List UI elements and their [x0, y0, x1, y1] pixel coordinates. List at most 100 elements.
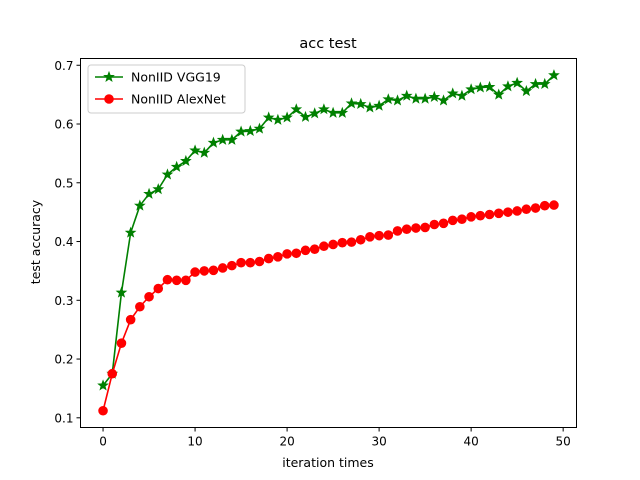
data-point-noniid-vgg19 — [318, 103, 330, 115]
series-line-noniid-vgg19 — [102, 74, 555, 386]
data-point-noniid-vgg19 — [262, 111, 275, 123]
data-point-noniid-alexnet — [291, 248, 302, 259]
data-point-noniid-vgg19 — [207, 136, 220, 148]
legend-marker-noniid-vgg19 — [103, 70, 115, 82]
data-point-noniid-vgg19 — [511, 76, 523, 88]
y-tick-label: 0.6 — [54, 118, 73, 132]
data-point-noniid-alexnet — [263, 253, 274, 264]
data-point-noniid-alexnet — [107, 368, 118, 379]
data-point-noniid-alexnet — [254, 256, 265, 267]
data-point-noniid-vgg19 — [410, 92, 422, 104]
data-point-noniid-vgg19 — [456, 89, 468, 101]
y-axis: 0.1 0.2 0.3 0.4 0.5 0.6 0.7 — [54, 59, 81, 425]
data-point-noniid-alexnet — [447, 215, 458, 226]
x-axis-label: iteration times — [282, 455, 374, 470]
x-axis: 0 10 20 30 40 50 — [99, 427, 571, 449]
data-point-noniid-alexnet — [245, 257, 256, 268]
y-tick-label: 0.2 — [54, 353, 73, 367]
data-point-noniid-vgg19 — [446, 87, 459, 99]
data-point-noniid-alexnet — [300, 245, 311, 256]
data-point-noniid-vgg19 — [354, 97, 367, 110]
data-point-noniid-alexnet — [337, 237, 348, 248]
data-point-noniid-alexnet — [125, 314, 136, 325]
data-point-noniid-vgg19 — [400, 89, 413, 101]
data-point-noniid-vgg19 — [97, 379, 109, 391]
data-point-noniid-vgg19 — [391, 94, 404, 106]
data-point-noniid-alexnet — [539, 200, 550, 211]
data-point-noniid-alexnet — [227, 260, 237, 271]
legend: NonIID VGG19 NonIID AlexNet — [87, 64, 246, 114]
data-point-noniid-vgg19 — [419, 92, 431, 104]
data-point-noniid-alexnet — [365, 232, 375, 242]
x-tick-label: 0 — [99, 435, 107, 449]
data-point-noniid-vgg19 — [244, 124, 257, 137]
data-point-noniid-vgg19 — [134, 199, 146, 211]
data-point-noniid-alexnet — [208, 265, 219, 276]
data-point-noniid-alexnet — [493, 208, 504, 219]
data-point-noniid-alexnet — [236, 257, 246, 268]
data-point-noniid-alexnet — [549, 200, 559, 210]
data-point-noniid-alexnet — [217, 263, 228, 273]
series-noniid-vgg19 — [97, 69, 560, 391]
y-tick-label: 0.3 — [54, 294, 73, 308]
data-point-noniid-alexnet — [171, 275, 182, 286]
data-point-noniid-alexnet — [153, 283, 164, 294]
data-point-noniid-alexnet — [374, 230, 384, 241]
data-point-noniid-alexnet — [190, 267, 200, 277]
data-point-noniid-vgg19 — [216, 133, 229, 145]
legend-label-noniid-vgg19: NonIID VGG19 — [131, 70, 221, 85]
data-point-noniid-alexnet — [475, 210, 486, 221]
data-point-noniid-alexnet — [116, 338, 127, 348]
data-point-noniid-vgg19 — [327, 106, 339, 118]
x-tick-label: 30 — [371, 435, 386, 449]
data-point-noniid-vgg19 — [483, 80, 496, 92]
y-tick-label: 0.5 — [54, 176, 73, 190]
chart-title: acc test — [299, 36, 357, 52]
data-point-noniid-alexnet — [319, 241, 329, 252]
data-point-noniid-alexnet — [466, 212, 476, 222]
data-point-noniid-vgg19 — [529, 77, 542, 90]
data-point-noniid-vgg19 — [299, 110, 312, 122]
series-layer — [97, 69, 560, 416]
data-point-noniid-alexnet — [199, 266, 210, 276]
data-point-noniid-alexnet — [420, 222, 430, 233]
data-point-noniid-vgg19 — [235, 125, 247, 137]
data-point-noniid-vgg19 — [474, 81, 487, 93]
series-line-noniid-alexnet — [102, 204, 555, 411]
data-point-noniid-alexnet — [181, 275, 191, 286]
data-point-noniid-alexnet — [521, 204, 532, 215]
data-point-noniid-alexnet — [144, 291, 154, 302]
data-point-noniid-vgg19 — [272, 113, 284, 125]
data-point-noniid-alexnet — [401, 224, 412, 234]
data-point-noniid-alexnet — [273, 252, 283, 262]
data-point-noniid-vgg19 — [538, 77, 551, 90]
legend-marker-noniid-alexnet — [104, 94, 114, 104]
data-point-noniid-alexnet — [512, 206, 522, 216]
data-point-noniid-alexnet — [346, 237, 357, 247]
legend-label-noniid-alexnet: NonIID AlexNet — [131, 92, 226, 107]
data-point-noniid-alexnet — [328, 239, 338, 250]
y-tick-label: 0.7 — [54, 59, 73, 73]
data-point-noniid-vgg19 — [253, 122, 266, 134]
x-tick-label: 50 — [556, 435, 571, 449]
data-point-noniid-vgg19 — [189, 144, 201, 156]
data-point-noniid-vgg19 — [281, 111, 293, 123]
data-point-noniid-vgg19 — [180, 154, 192, 167]
data-point-noniid-vgg19 — [170, 160, 183, 172]
data-point-noniid-alexnet — [438, 218, 449, 229]
data-point-noniid-alexnet — [98, 405, 108, 416]
data-point-noniid-alexnet — [411, 223, 421, 233]
data-point-noniid-vgg19 — [502, 80, 514, 92]
data-point-noniid-vgg19 — [226, 133, 238, 145]
data-point-noniid-vgg19 — [290, 103, 303, 115]
series-noniid-alexnet — [98, 200, 559, 416]
legend-box — [87, 64, 246, 114]
data-point-noniid-alexnet — [392, 226, 403, 236]
data-point-noniid-vgg19 — [143, 187, 155, 199]
data-point-noniid-vgg19 — [520, 84, 533, 97]
data-point-noniid-vgg19 — [428, 90, 441, 102]
data-point-noniid-vgg19 — [336, 106, 349, 118]
data-point-noniid-vgg19 — [373, 99, 385, 111]
